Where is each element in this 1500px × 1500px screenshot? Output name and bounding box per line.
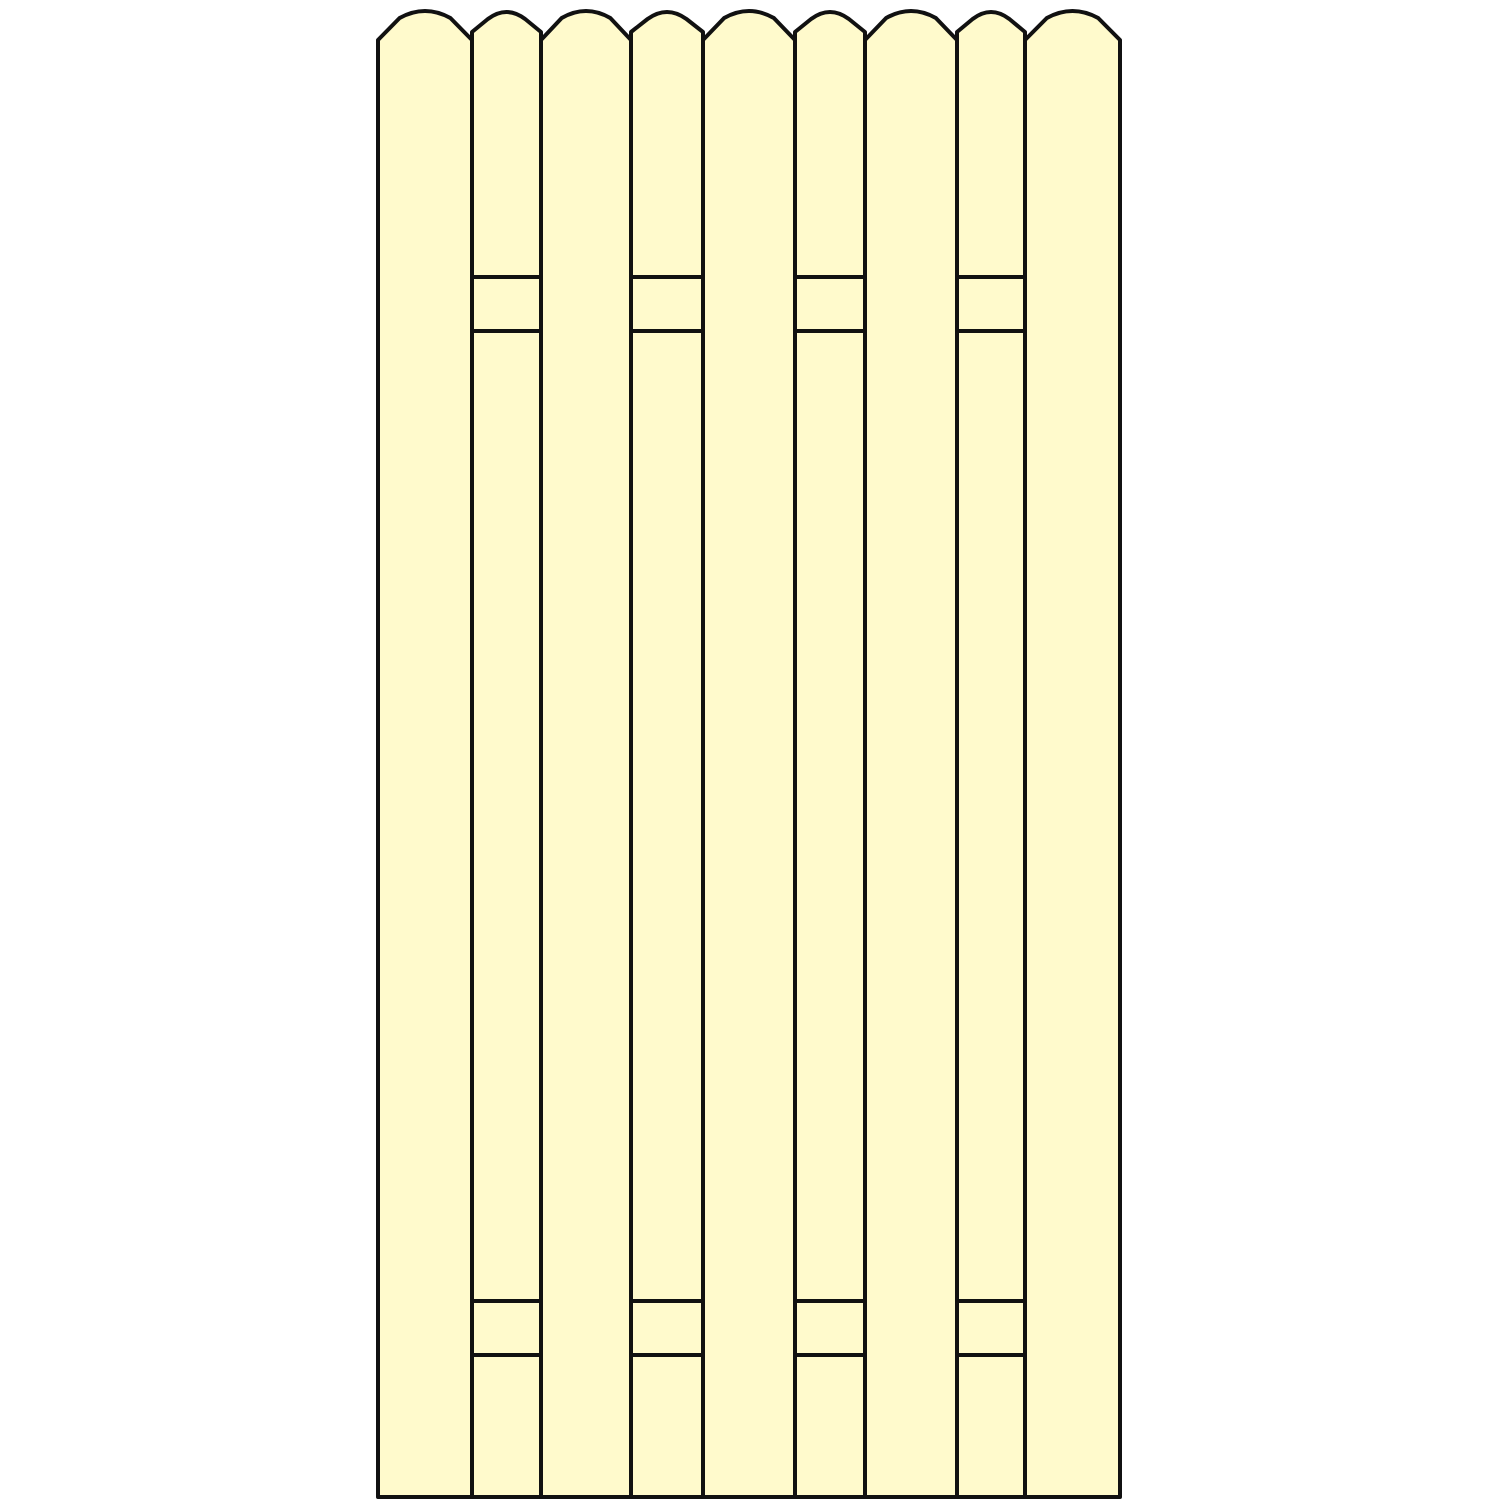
- front-board-2: [539, 9, 633, 1499]
- front-board-1: [376, 9, 474, 1499]
- rail-1-segment-2: [629, 275, 705, 333]
- front-boards: [376, 9, 1122, 1499]
- back-board-4: [955, 10, 1027, 1499]
- back-board-3: [793, 10, 867, 1499]
- front-board-4: [863, 9, 959, 1499]
- rail-1-segment-4: [955, 275, 1027, 333]
- back-boards: [470, 10, 1027, 1499]
- rail-2-segment-2: [629, 1299, 705, 1357]
- back-board-2: [629, 10, 705, 1499]
- rail-2-segment-3: [793, 1299, 867, 1357]
- back-board-1: [470, 10, 543, 1499]
- rail-1-segment-3: [793, 275, 867, 333]
- front-board-5: [1023, 9, 1122, 1499]
- rail-2-segment-4: [955, 1299, 1027, 1357]
- front-board-3: [701, 9, 797, 1499]
- rail-1-segment-1: [470, 275, 543, 333]
- rail-2-segment-1: [470, 1299, 543, 1357]
